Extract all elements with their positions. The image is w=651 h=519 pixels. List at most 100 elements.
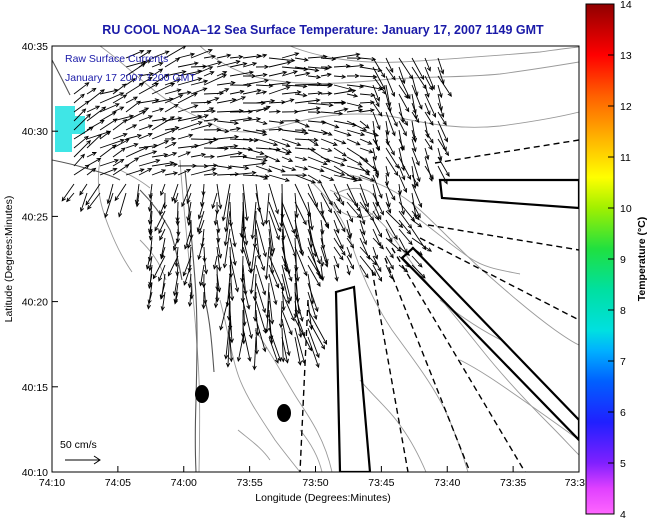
current-vector [268, 85, 291, 95]
current-vector [359, 84, 384, 91]
current-vector [190, 167, 217, 176]
current-vector [177, 168, 192, 176]
current-vector [229, 165, 250, 171]
current-vector [216, 88, 230, 95]
current-vector [281, 129, 309, 135]
current-vector [278, 300, 284, 329]
current-vector [320, 174, 335, 181]
current-vector [372, 57, 386, 78]
current-vector [118, 192, 127, 218]
current-vector [203, 74, 228, 86]
current-vector [175, 228, 181, 244]
current-vector [281, 84, 308, 89]
current-vector [333, 174, 359, 182]
current-vector [294, 228, 303, 255]
current-vector [359, 92, 376, 98]
current-vector [187, 237, 192, 249]
current-vector [151, 128, 176, 140]
current-vector [398, 201, 416, 222]
current-vector [372, 210, 380, 221]
current-vector [307, 228, 321, 265]
current-vector [346, 246, 352, 259]
current-vector [320, 165, 346, 176]
current-vector [398, 210, 413, 230]
current-vector [175, 264, 180, 277]
current-vector [359, 120, 370, 129]
current-vector [216, 120, 240, 126]
current-vector [264, 192, 270, 225]
current-vector [437, 102, 445, 118]
current-vector [164, 78, 182, 86]
current-vector [225, 327, 231, 368]
current-vector [255, 219, 267, 258]
current-vector [359, 228, 367, 246]
current-vector [86, 106, 107, 122]
current-vector [229, 237, 237, 267]
current-vector [79, 192, 88, 213]
current-vector [242, 246, 253, 274]
current-vector [73, 164, 90, 176]
current-vector [268, 57, 296, 63]
current-vector [320, 264, 325, 282]
current-vector [385, 210, 404, 229]
current-vector [281, 165, 297, 172]
current-vector [164, 171, 179, 176]
current-vector [320, 183, 333, 207]
current-vector [242, 62, 258, 68]
current-vector [148, 219, 153, 234]
current-vector [177, 133, 194, 140]
current-vector [255, 154, 270, 160]
current-vector [294, 336, 302, 366]
current-vector [73, 113, 92, 131]
current-vector [73, 93, 85, 104]
current-vector [224, 318, 231, 360]
current-vector [294, 246, 308, 277]
current-vector [398, 192, 406, 216]
current-vector [112, 118, 128, 131]
current-vector [268, 127, 283, 132]
current-vector [181, 183, 192, 208]
current-vector [372, 264, 383, 282]
current-vector [294, 165, 309, 171]
current-vector [164, 162, 179, 167]
current-vector [268, 156, 281, 163]
current-vector [229, 126, 242, 131]
current-vector [99, 92, 125, 104]
current-vector [294, 156, 308, 162]
current-vector [281, 98, 295, 104]
current-vector [307, 282, 319, 313]
current-vector [359, 264, 369, 279]
current-vector [411, 174, 419, 187]
current-vector [385, 255, 394, 270]
current-vector [294, 128, 307, 133]
current-vector [268, 255, 285, 292]
current-vector [359, 138, 373, 145]
current-vector [183, 264, 192, 286]
current-vector [255, 192, 265, 227]
current-vector [333, 210, 346, 233]
current-vector [397, 183, 403, 196]
current-vector [307, 264, 321, 287]
y-tick-label: 40:15 [22, 382, 48, 394]
current-vector [138, 159, 161, 167]
current-vector [294, 71, 311, 77]
current-vector [104, 192, 114, 219]
current-vector [159, 201, 166, 216]
current-vector [333, 246, 344, 261]
current-vector [164, 152, 178, 158]
current-vector [372, 192, 384, 216]
current-vector [229, 336, 234, 363]
current-vector [125, 133, 143, 140]
current-vector [242, 300, 253, 340]
current-vector [112, 132, 128, 140]
current-vector [229, 170, 257, 176]
current-vector [229, 116, 253, 122]
y-axis-ticks: 40:35 40:30 40:25 40:20 40:15 40:10 [22, 41, 58, 479]
current-vector [197, 201, 205, 220]
current-vector [281, 201, 296, 235]
current-vector [213, 210, 218, 226]
current-vector [346, 237, 355, 249]
current-vector [216, 183, 223, 210]
current-vector [197, 237, 205, 261]
